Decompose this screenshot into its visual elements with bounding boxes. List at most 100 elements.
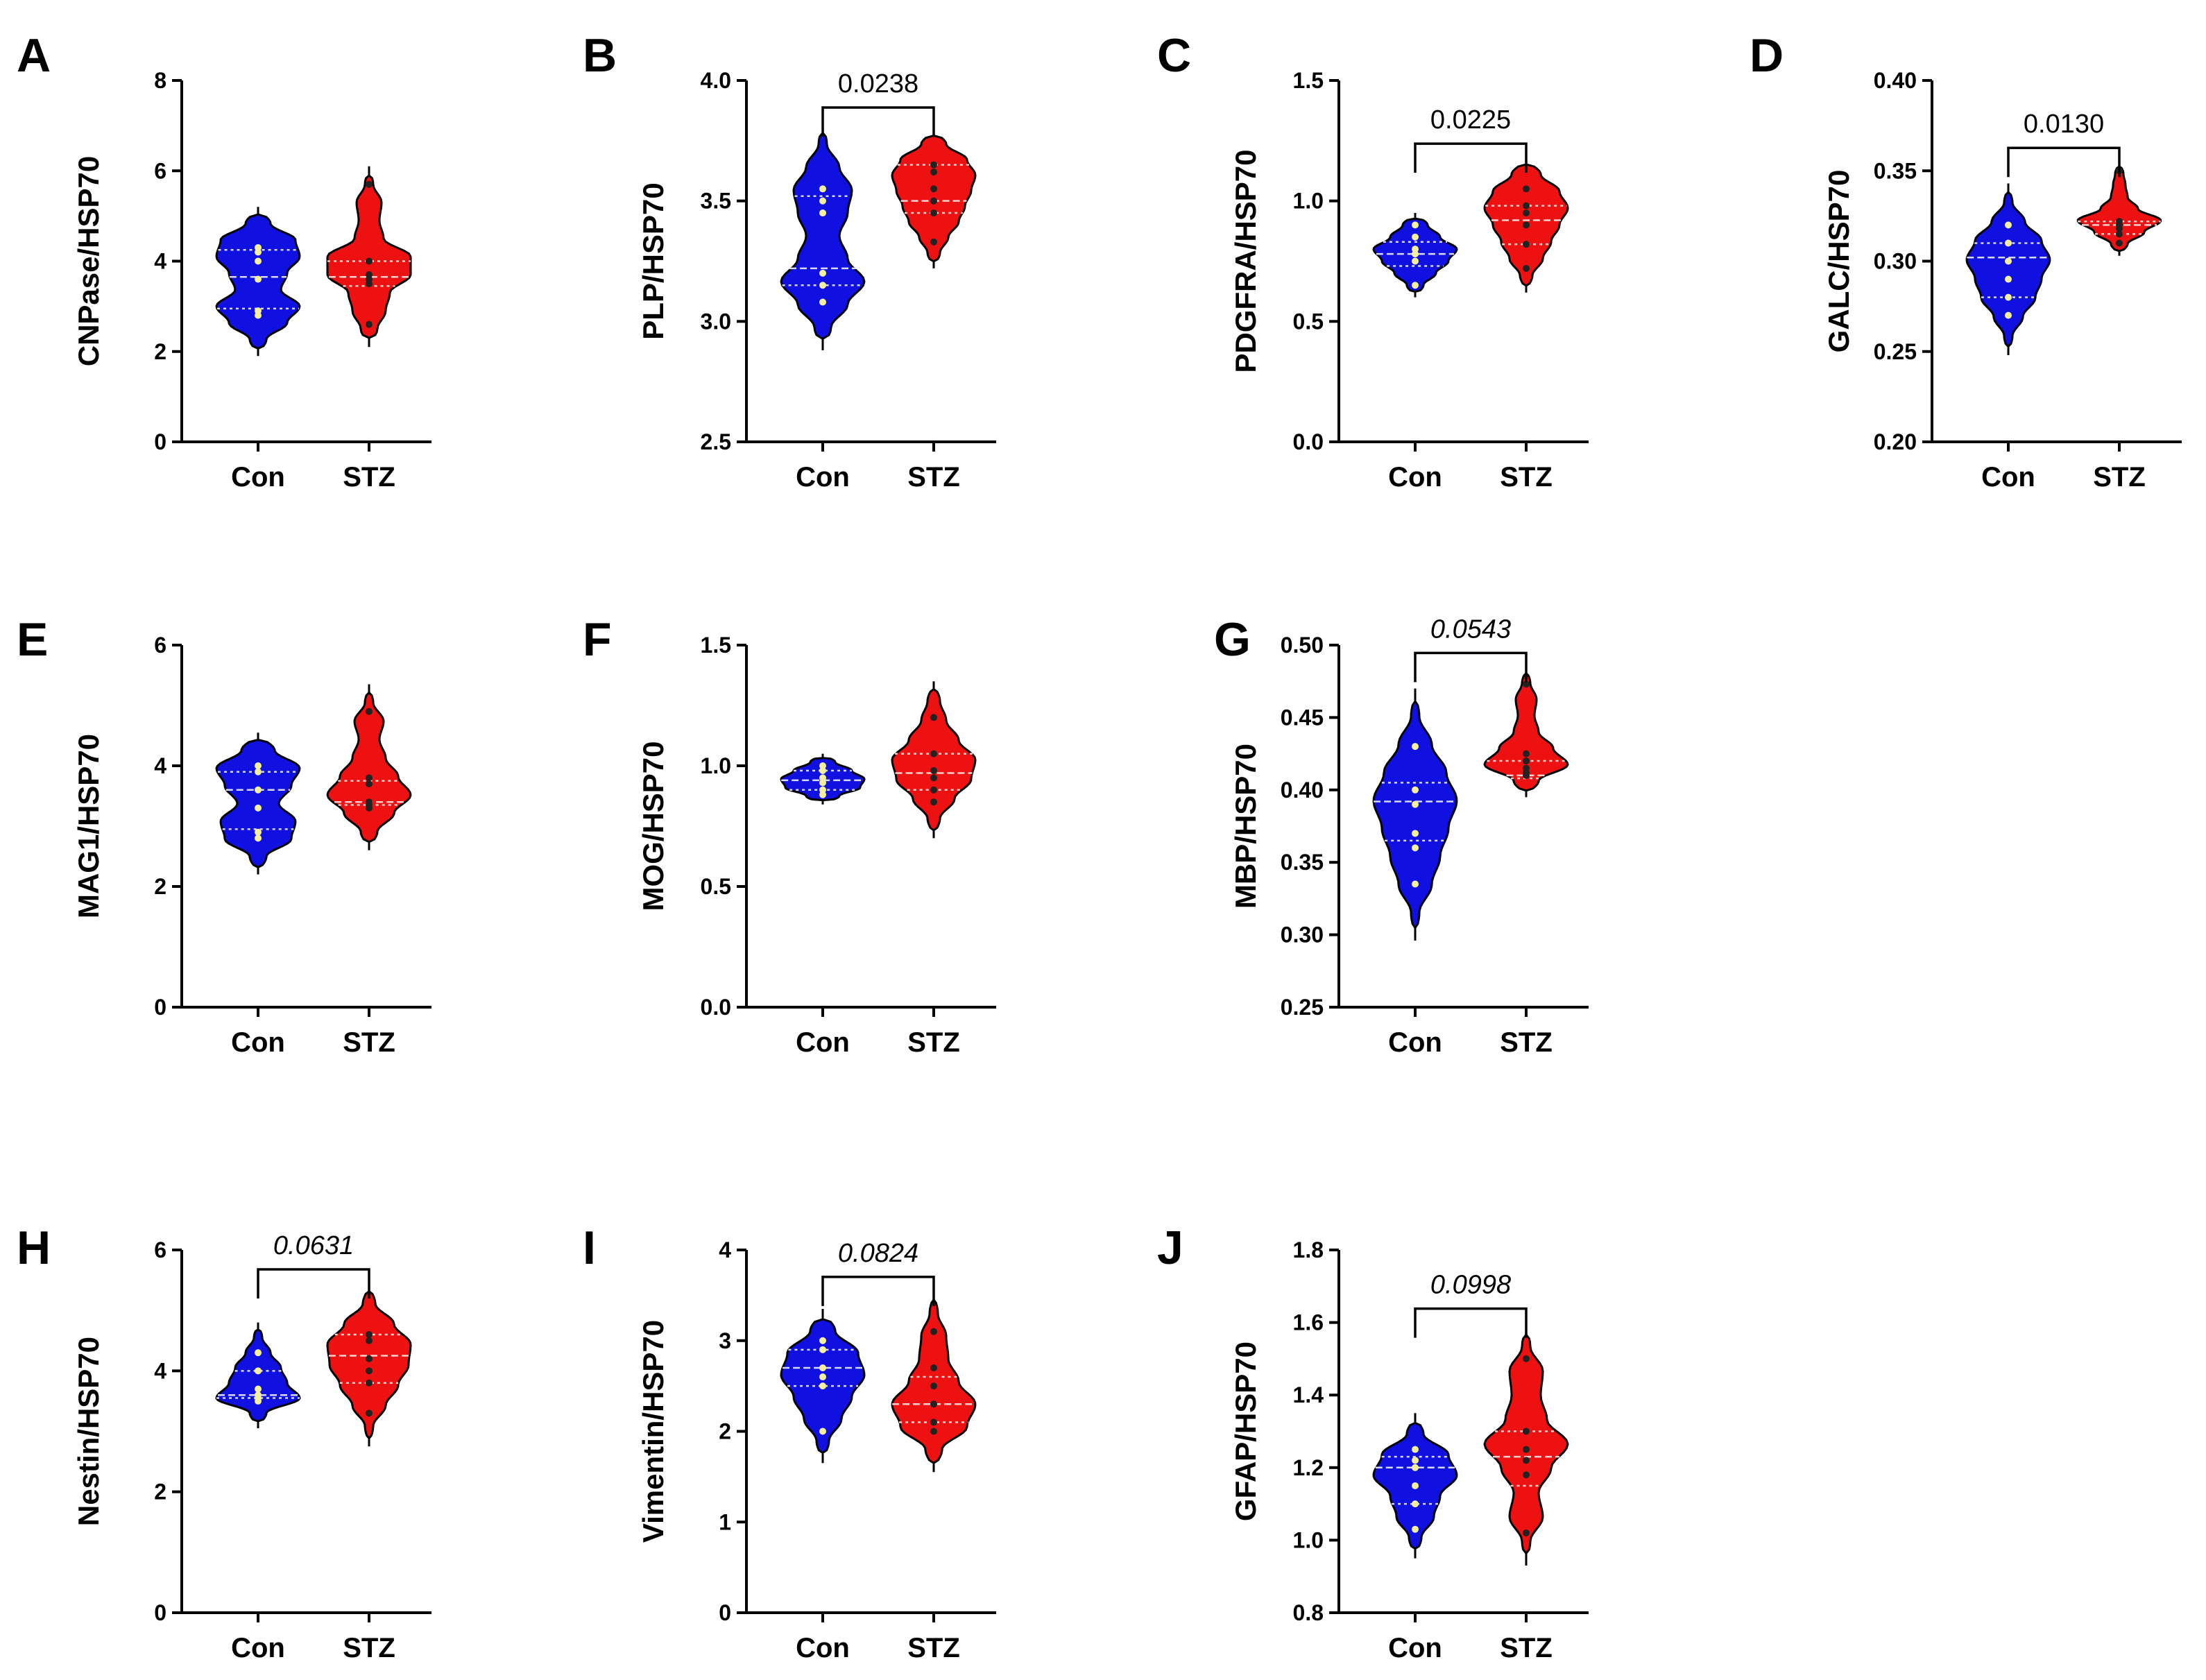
panel-letter: J [1157, 1222, 1183, 1274]
data-point-con [2005, 257, 2012, 265]
data-point-con [1412, 1525, 1419, 1533]
panel-letter: H [17, 1222, 51, 1274]
violin-con [1372, 688, 1458, 941]
data-point-stz [366, 320, 373, 328]
x-tick-label-con: Con [231, 1633, 285, 1663]
y-tick-label: 0 [154, 429, 166, 454]
y-tick-label: 0.45 [1281, 705, 1324, 730]
data-point-stz [1523, 1355, 1530, 1362]
panel-c: C 0.0 0.5 1.0 1.5 PDGFRA/HSP70 Con STZ 0.0225 [1157, 29, 1589, 492]
data-point-stz [930, 185, 937, 193]
data-point-stz [1523, 764, 1530, 772]
y-tick-label: 0.5 [701, 874, 731, 899]
data-point-con [255, 1391, 262, 1399]
x-tick-label-con: Con [1388, 1633, 1442, 1663]
violin-stz [326, 1283, 412, 1447]
y-tick-label: 4 [154, 753, 166, 778]
data-point-stz [1523, 241, 1530, 248]
significance-bracket [1414, 142, 1528, 173]
y-tick-label: 0.40 [1281, 778, 1324, 803]
data-point-con [819, 762, 826, 769]
data-point-stz [930, 1364, 937, 1371]
data-point-con [819, 1373, 826, 1381]
x-tick-label-con: Con [1388, 462, 1442, 492]
significance-bracket [1414, 651, 1528, 683]
x-tick-label-stz: STZ [1500, 462, 1553, 492]
data-point-stz [1523, 202, 1530, 209]
y-tick-label: 0.25 [1281, 995, 1324, 1020]
data-point-con [255, 257, 262, 265]
y-tick-label: 4.0 [701, 68, 731, 93]
y-tick-label: 3 [719, 1328, 731, 1353]
panel-letter: I [583, 1222, 596, 1274]
y-tick-label: 0.50 [1281, 633, 1324, 658]
data-point-stz [1523, 1446, 1530, 1453]
y-tick-label: 1.4 [1293, 1382, 1324, 1407]
panel-letter: F [583, 613, 612, 666]
x-tick-label-con: Con [796, 462, 850, 492]
data-point-con [1412, 1464, 1419, 1471]
x-tick-label-con: Con [796, 1027, 850, 1058]
violin-con [215, 732, 301, 875]
panel-letter: D [1750, 29, 1784, 82]
data-point-stz [930, 238, 937, 246]
y-tick-label: 0.0 [701, 995, 731, 1020]
panel-g: G 0.25 0.30 0.35 0.40 0.45 0.50 MBP/HSP70 Con STZ… [1214, 613, 1589, 1058]
data-point-con [1412, 844, 1419, 852]
y-tick-label: 4 [154, 249, 166, 274]
data-point-stz [930, 786, 937, 794]
data-point-con [2005, 275, 2012, 283]
data-point-stz [930, 1428, 937, 1435]
data-point-con [819, 298, 826, 306]
y-tick-label: 0 [719, 1600, 731, 1625]
significance-bracket [821, 106, 935, 137]
y-tick-label: 0.20 [1874, 429, 1917, 454]
data-point-stz [1523, 1457, 1530, 1464]
y-tick-label: 8 [154, 68, 166, 93]
y-axis-title: CNPase/HSP70 [72, 156, 105, 367]
data-point-con [1412, 1446, 1419, 1453]
data-point-stz [1523, 1529, 1530, 1536]
panel-letter: E [17, 613, 48, 666]
violin-stz [891, 1290, 977, 1473]
y-tick-label: 1.6 [1293, 1310, 1324, 1335]
data-point-con [819, 1364, 826, 1371]
data-point-stz [366, 1367, 373, 1375]
x-tick-label-con: Con [231, 1027, 285, 1058]
y-tick-label: 0.0 [1293, 429, 1324, 454]
y-axis-title: GFAP/HSP70 [1229, 1342, 1262, 1521]
data-point-con [819, 282, 826, 289]
data-point-stz [930, 168, 937, 175]
panel-d: D 0.20 0.25 0.30 0.35 0.40 GALC/HSP70 Con STZ 0.0… [1750, 29, 2182, 492]
data-point-stz [2116, 230, 2123, 238]
data-point-con [819, 774, 826, 782]
data-point-stz [366, 1409, 373, 1417]
panel-e: E 0 2 4 6 MAG1/HSP70 Con STZ [17, 613, 431, 1058]
data-point-con [1412, 830, 1419, 837]
data-point-stz [366, 780, 373, 788]
data-point-stz [930, 1328, 937, 1335]
y-tick-label: 1.2 [1293, 1455, 1324, 1480]
y-axis-title: GALC/HSP70 [1822, 170, 1855, 353]
significance-bracket [2007, 146, 2121, 178]
data-point-con [1412, 743, 1419, 751]
violin-con [1965, 183, 2051, 355]
data-point-stz [366, 257, 373, 265]
y-tick-label: 6 [154, 158, 166, 183]
y-tick-label: 0.8 [1293, 1600, 1324, 1625]
violin-con [780, 121, 866, 350]
y-tick-label: 4 [719, 1237, 731, 1262]
y-axis-title: Vimentin/HSP70 [637, 1320, 669, 1543]
y-axis-title: MAG1/HSP70 [72, 734, 105, 918]
y-tick-label: 0.25 [1874, 339, 1917, 364]
x-tick-label-con: Con [1981, 462, 2035, 492]
data-point-con [1412, 233, 1419, 241]
y-tick-label: 1.0 [1293, 189, 1324, 214]
y-tick-label: 3.5 [701, 189, 731, 214]
data-point-stz [1523, 750, 1530, 757]
data-point-con [255, 804, 262, 812]
violin-stz [1483, 1322, 1569, 1566]
y-tick-label: 2 [154, 874, 166, 899]
x-tick-label-stz: STZ [907, 1633, 960, 1663]
